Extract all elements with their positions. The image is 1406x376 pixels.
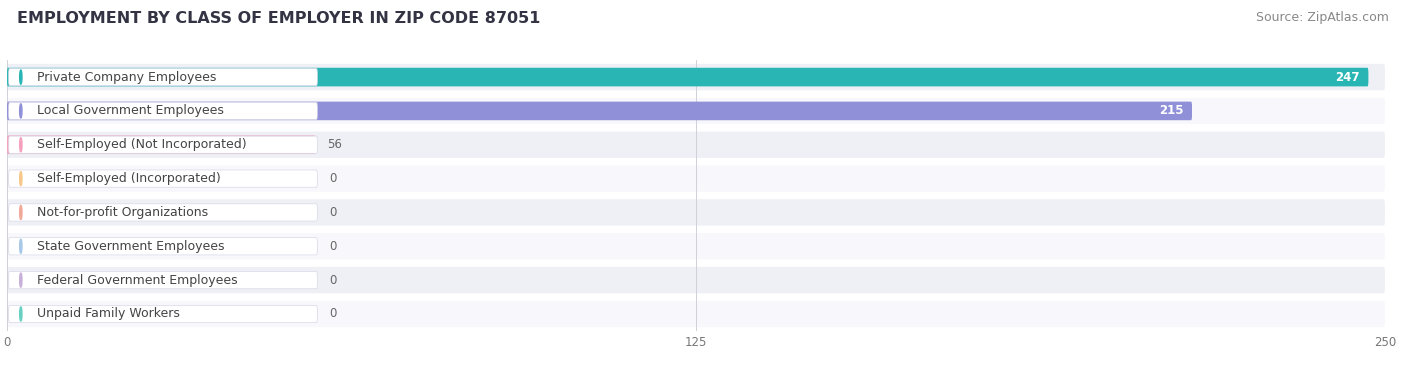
FancyBboxPatch shape: [8, 68, 318, 86]
Circle shape: [20, 138, 22, 152]
Text: EMPLOYMENT BY CLASS OF EMPLOYER IN ZIP CODE 87051: EMPLOYMENT BY CLASS OF EMPLOYER IN ZIP C…: [17, 11, 540, 26]
FancyBboxPatch shape: [7, 132, 1385, 158]
FancyBboxPatch shape: [7, 165, 1385, 192]
Circle shape: [20, 171, 22, 186]
Text: Private Company Employees: Private Company Employees: [38, 71, 217, 83]
FancyBboxPatch shape: [8, 136, 318, 153]
Circle shape: [20, 273, 22, 287]
Text: 0: 0: [329, 172, 337, 185]
Circle shape: [20, 239, 22, 253]
FancyBboxPatch shape: [7, 267, 1385, 293]
FancyBboxPatch shape: [8, 305, 318, 323]
Circle shape: [20, 104, 22, 118]
Text: Source: ZipAtlas.com: Source: ZipAtlas.com: [1256, 11, 1389, 24]
Text: 247: 247: [1336, 71, 1360, 83]
Text: Not-for-profit Organizations: Not-for-profit Organizations: [38, 206, 208, 219]
Text: 0: 0: [329, 274, 337, 287]
Text: 215: 215: [1159, 105, 1184, 117]
FancyBboxPatch shape: [7, 135, 316, 154]
FancyBboxPatch shape: [7, 64, 1385, 90]
FancyBboxPatch shape: [7, 98, 1385, 124]
FancyBboxPatch shape: [8, 271, 318, 289]
Circle shape: [20, 307, 22, 321]
Circle shape: [20, 205, 22, 220]
FancyBboxPatch shape: [7, 102, 1192, 120]
Text: 0: 0: [329, 240, 337, 253]
Text: Self-Employed (Not Incorporated): Self-Employed (Not Incorporated): [38, 138, 247, 151]
FancyBboxPatch shape: [8, 238, 318, 255]
FancyBboxPatch shape: [8, 102, 318, 120]
FancyBboxPatch shape: [7, 68, 1368, 86]
Text: State Government Employees: State Government Employees: [38, 240, 225, 253]
Text: Local Government Employees: Local Government Employees: [38, 105, 224, 117]
Text: Self-Employed (Incorporated): Self-Employed (Incorporated): [38, 172, 221, 185]
Text: Federal Government Employees: Federal Government Employees: [38, 274, 238, 287]
FancyBboxPatch shape: [8, 204, 318, 221]
FancyBboxPatch shape: [7, 199, 1385, 226]
FancyBboxPatch shape: [8, 170, 318, 187]
Circle shape: [20, 70, 22, 84]
Text: 0: 0: [329, 206, 337, 219]
Text: 56: 56: [326, 138, 342, 151]
FancyBboxPatch shape: [7, 301, 1385, 327]
Text: 0: 0: [329, 308, 337, 320]
FancyBboxPatch shape: [7, 233, 1385, 259]
Text: Unpaid Family Workers: Unpaid Family Workers: [38, 308, 180, 320]
